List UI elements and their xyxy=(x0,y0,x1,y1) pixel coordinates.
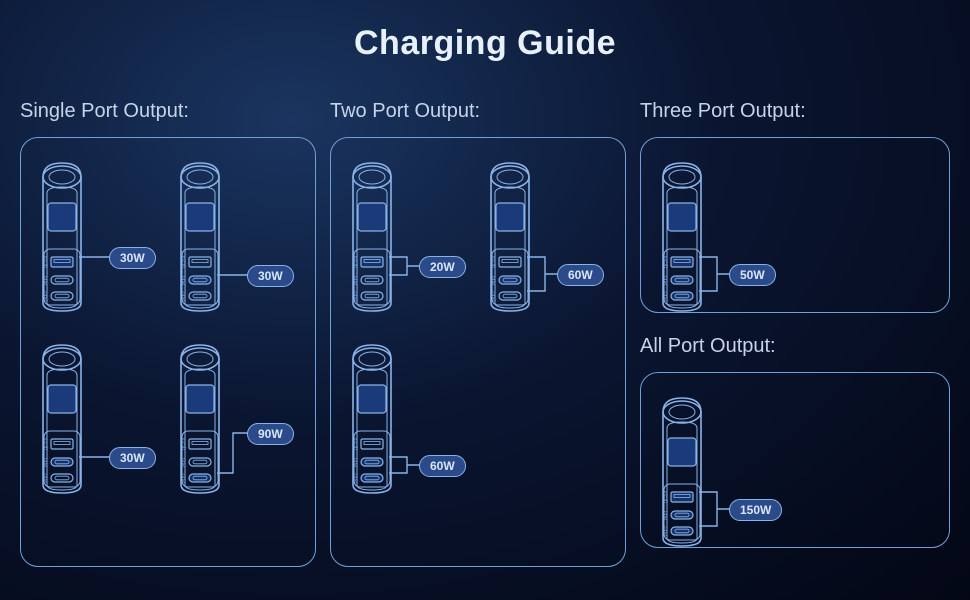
svg-text:PD-1: PD-1 xyxy=(43,275,48,285)
watt-pill: 50W xyxy=(729,264,776,286)
svg-text:PD-2: PD-2 xyxy=(353,291,358,301)
charger-slot: QC3.0 PD-1 PD-2 20W xyxy=(341,152,471,322)
svg-text:PD-2: PD-2 xyxy=(353,473,358,483)
charger-slot: QC3.0 PD-1 PD-2 90W xyxy=(169,334,299,504)
charger-icon: QC3.0 PD-1 PD-2 xyxy=(479,157,541,317)
svg-text:PD-1: PD-1 xyxy=(353,457,358,467)
svg-text:PD-2: PD-2 xyxy=(181,473,186,483)
svg-text:PD-1: PD-1 xyxy=(353,275,358,285)
watt-pill: 60W xyxy=(557,264,604,286)
watt-pill: 30W xyxy=(109,447,156,469)
section-single: Single Port Output: QC3.0 PD-1 PD-2 30W QC… xyxy=(20,100,316,580)
svg-text:QC3.0: QC3.0 xyxy=(43,437,48,450)
panel-three: QC3.0 PD-1 PD-2 50W xyxy=(640,137,950,313)
charger-icon: QC3.0 PD-1 PD-2 xyxy=(169,339,231,499)
charger-slot: QC3.0 PD-1 PD-2 30W xyxy=(31,334,161,504)
watt-pill: 20W xyxy=(419,256,466,278)
svg-text:PD-1: PD-1 xyxy=(663,275,668,285)
svg-text:PD-1: PD-1 xyxy=(491,275,496,285)
section-two: Two Port Output: QC3.0 PD-1 PD-2 20W QC3.0… xyxy=(330,100,626,580)
svg-text:PD-2: PD-2 xyxy=(43,291,48,301)
watt-pill: 60W xyxy=(419,455,466,477)
charger-icon: QC3.0 PD-1 PD-2 xyxy=(341,157,403,317)
svg-text:QC3.0: QC3.0 xyxy=(663,255,668,268)
charger-icon: QC3.0 PD-1 PD-2 xyxy=(169,157,231,317)
svg-text:PD-2: PD-2 xyxy=(181,291,186,301)
charger-slot: QC3.0 PD-1 PD-2 150W xyxy=(651,387,781,557)
watt-pill: 30W xyxy=(109,247,156,269)
svg-text:PD-1: PD-1 xyxy=(43,457,48,467)
section-label-three: Three Port Output: xyxy=(640,100,950,123)
charger-icon: QC3.0 PD-1 PD-2 xyxy=(31,339,93,499)
section-label-two: Two Port Output: xyxy=(330,100,626,123)
section-label-single: Single Port Output: xyxy=(20,100,316,123)
svg-text:PD-2: PD-2 xyxy=(491,291,496,301)
charger-icon: QC3.0 PD-1 PD-2 xyxy=(31,157,93,317)
watt-pill: 30W xyxy=(247,265,294,287)
charger-slot: QC3.0 PD-1 PD-2 30W xyxy=(31,152,161,322)
section-label-all: All Port Output: xyxy=(640,335,950,358)
svg-text:PD-1: PD-1 xyxy=(181,275,186,285)
svg-text:QC3.0: QC3.0 xyxy=(181,437,186,450)
svg-text:QC3.0: QC3.0 xyxy=(353,255,358,268)
svg-text:QC3.0: QC3.0 xyxy=(663,490,668,503)
panel-single: QC3.0 PD-1 PD-2 30W QC3.0 PD-1 PD-2 30W QC3.… xyxy=(20,137,316,567)
charger-slot: QC3.0 PD-1 PD-2 30W xyxy=(169,152,299,322)
svg-text:PD-2: PD-2 xyxy=(43,473,48,483)
charger-slot: QC3.0 PD-1 PD-2 60W xyxy=(341,334,471,504)
svg-text:QC3.0: QC3.0 xyxy=(43,255,48,268)
section-right-column: Three Port Output: QC3.0 PD-1 PD-2 50W All… xyxy=(640,100,950,580)
charger-slot: QC3.0 PD-1 PD-2 50W xyxy=(651,152,781,322)
svg-text:PD-2: PD-2 xyxy=(663,526,668,536)
charger-slot: QC3.0 PD-1 PD-2 60W xyxy=(479,152,609,322)
page-title: Charging Guide xyxy=(0,0,970,63)
svg-text:QC3.0: QC3.0 xyxy=(491,255,496,268)
sections-grid: Single Port Output: QC3.0 PD-1 PD-2 30W QC… xyxy=(20,100,950,580)
svg-text:QC3.0: QC3.0 xyxy=(353,437,358,450)
svg-text:PD-1: PD-1 xyxy=(181,457,186,467)
watt-pill: 90W xyxy=(247,423,294,445)
charger-icon: QC3.0 PD-1 PD-2 xyxy=(651,392,713,552)
watt-pill: 150W xyxy=(729,499,782,521)
panel-two: QC3.0 PD-1 PD-2 20W QC3.0 PD-1 PD-2 60W QC3.… xyxy=(330,137,626,567)
svg-text:PD-2: PD-2 xyxy=(663,291,668,301)
panel-all: QC3.0 PD-1 PD-2 150W xyxy=(640,372,950,548)
svg-text:QC3.0: QC3.0 xyxy=(181,255,186,268)
charger-icon: QC3.0 PD-1 PD-2 xyxy=(651,157,713,317)
svg-text:PD-1: PD-1 xyxy=(663,510,668,520)
charger-icon: QC3.0 PD-1 PD-2 xyxy=(341,339,403,499)
